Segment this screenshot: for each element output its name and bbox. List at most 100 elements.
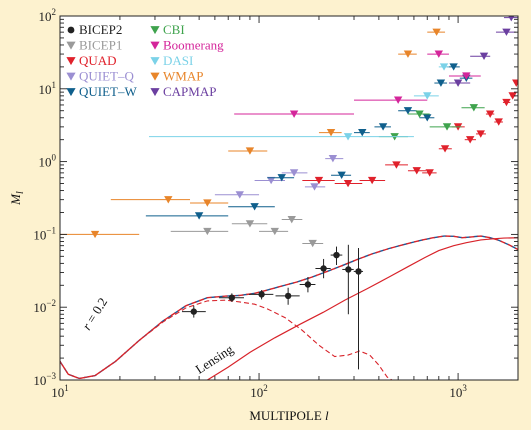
y-tick-exp: −2 bbox=[46, 298, 56, 308]
legend-marker bbox=[66, 57, 76, 66]
data-point bbox=[469, 104, 479, 112]
x-tick-base: 10 bbox=[250, 385, 263, 400]
data-point bbox=[434, 50, 443, 58]
data-point bbox=[203, 227, 212, 236]
legend-marker bbox=[150, 41, 160, 50]
data-point bbox=[502, 98, 511, 107]
legend-marker bbox=[66, 72, 76, 81]
plot-area bbox=[60, 16, 518, 380]
curve-tensor bbox=[60, 299, 393, 380]
data-point bbox=[90, 230, 100, 239]
legend-marker bbox=[150, 26, 160, 35]
y-tick-base: 10 bbox=[33, 227, 46, 242]
data-point bbox=[415, 110, 424, 118]
data-point bbox=[449, 63, 458, 71]
series-dasi bbox=[149, 63, 449, 141]
legend-marker bbox=[150, 88, 160, 97]
legend-marker bbox=[150, 57, 160, 66]
y-tick-exp: 1 bbox=[52, 80, 57, 90]
series-bicep1 bbox=[170, 215, 324, 248]
data-point bbox=[476, 130, 485, 138]
data-point bbox=[462, 72, 471, 80]
data-point bbox=[345, 266, 352, 273]
series-boomerang bbox=[234, 50, 481, 118]
legend-marker bbox=[66, 41, 76, 50]
y-tick-exp: −1 bbox=[46, 225, 56, 235]
legend-marker bbox=[150, 72, 160, 81]
y-tick-label: 101 bbox=[39, 80, 57, 97]
data-point bbox=[203, 199, 212, 207]
y-tick-label: 102 bbox=[39, 7, 57, 24]
data-point bbox=[289, 169, 299, 177]
plot-border bbox=[59, 15, 519, 381]
data-point bbox=[508, 92, 517, 100]
data-point bbox=[245, 147, 255, 155]
y-tick-exp: 0 bbox=[52, 153, 57, 163]
y-axis-title: Ml bbox=[8, 191, 26, 206]
data-point bbox=[432, 28, 441, 36]
data-point bbox=[465, 136, 475, 144]
data-point bbox=[287, 215, 296, 224]
data-point bbox=[266, 176, 276, 185]
data-point bbox=[367, 176, 377, 185]
data-point bbox=[453, 79, 463, 87]
data-point bbox=[378, 123, 388, 131]
data-point bbox=[308, 239, 317, 248]
y-tick-base: 10 bbox=[39, 9, 52, 24]
axis-labels: MULTIPOLE l Ml bbox=[8, 191, 329, 423]
y-tick-base: 10 bbox=[39, 82, 52, 97]
legend-item-bicep2: BICEP2 bbox=[67, 22, 122, 37]
data-point bbox=[258, 291, 265, 298]
data-point bbox=[194, 212, 204, 220]
series-wmap bbox=[60, 28, 446, 239]
legend-item-quiet-w: QUIET–W bbox=[66, 84, 137, 99]
data-point bbox=[442, 123, 452, 131]
data-point bbox=[284, 292, 292, 300]
data-point bbox=[250, 203, 259, 211]
y-tick-base: 10 bbox=[33, 373, 46, 388]
data-point bbox=[440, 145, 450, 153]
data-point bbox=[425, 169, 434, 177]
legend-item-dasi: DASI bbox=[150, 53, 193, 68]
data-point bbox=[337, 171, 346, 179]
plot-content bbox=[60, 16, 518, 380]
legend-item-wmap: WMAP bbox=[150, 69, 203, 84]
data-point bbox=[343, 179, 353, 188]
data-point bbox=[358, 129, 367, 137]
y-tick-base: 10 bbox=[33, 300, 46, 315]
data-point bbox=[228, 294, 236, 301]
data-point bbox=[314, 176, 324, 185]
y-tick-exp: −3 bbox=[46, 371, 56, 381]
data-point bbox=[403, 107, 413, 115]
legend-item-bicep1: BICEP1 bbox=[66, 38, 122, 53]
legend-label: QUIET–W bbox=[79, 84, 137, 99]
x-tick-label: 103 bbox=[449, 383, 467, 400]
data-point bbox=[164, 196, 173, 204]
data-point bbox=[512, 79, 518, 87]
y-tick-base: 10 bbox=[39, 155, 52, 170]
legend-label: CBI bbox=[163, 22, 185, 37]
data-point bbox=[328, 155, 338, 163]
legend-marker bbox=[67, 26, 75, 34]
x-tick-exp: 1 bbox=[64, 383, 69, 393]
data-point bbox=[326, 129, 336, 137]
data-point bbox=[320, 265, 327, 272]
data-point bbox=[304, 281, 312, 288]
y-tick-exp: 2 bbox=[52, 7, 57, 17]
data-point bbox=[270, 227, 280, 236]
y-tick-label: 10−3 bbox=[33, 371, 56, 388]
data-point bbox=[393, 96, 403, 104]
x-tick-exp: 2 bbox=[263, 383, 268, 393]
data-point bbox=[245, 220, 255, 228]
plot-background bbox=[60, 16, 518, 380]
x-axis-title: MULTIPOLE l bbox=[249, 408, 329, 423]
x-tick-base: 10 bbox=[51, 385, 64, 400]
y-tick-label: 10−1 bbox=[33, 225, 56, 242]
y-tick-label: 100 bbox=[39, 153, 57, 170]
legend-item-cbi: CBI bbox=[150, 22, 185, 37]
data-point bbox=[508, 16, 515, 22]
legend-item-quad: QUAD bbox=[66, 53, 117, 68]
legend-item-boomerang: Boomerang bbox=[150, 38, 224, 53]
legend-label: BICEP2 bbox=[79, 22, 122, 37]
